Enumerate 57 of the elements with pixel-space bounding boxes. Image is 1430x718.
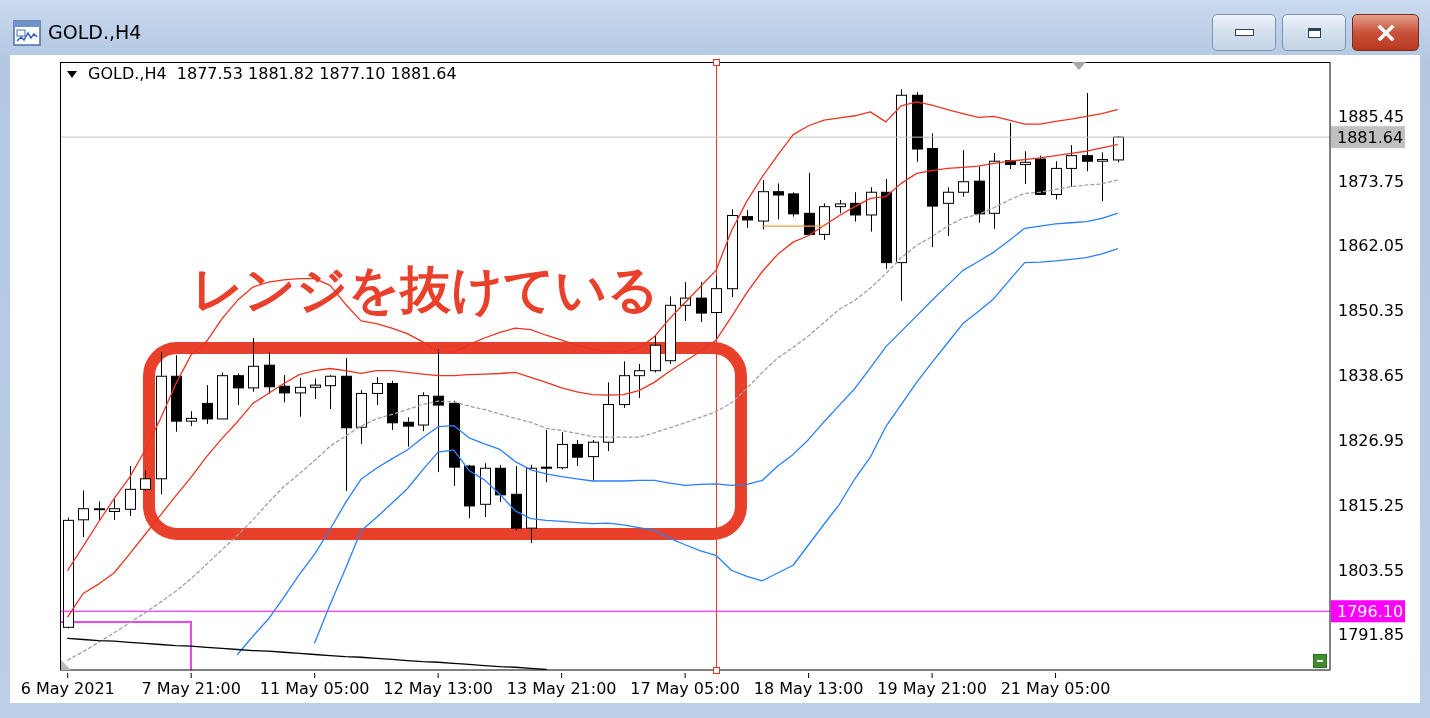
ref-line-label: 1881.64 [1337, 127, 1404, 147]
candlestick [866, 186, 877, 233]
candlestick [541, 429, 552, 483]
candlestick [310, 377, 321, 400]
y-tick-label: 1803.55 [1338, 560, 1405, 580]
candlestick [1113, 135, 1124, 163]
candlestick [773, 182, 784, 220]
candlestick [1082, 92, 1093, 172]
x-tick-label: 11 May 05:00 [259, 679, 370, 699]
candlestick [696, 281, 707, 323]
candlestick [433, 348, 444, 473]
y-tick-label: 1838.65 [1338, 366, 1405, 386]
x-tick-label: 18 May 13:00 [753, 679, 864, 699]
y-tick-label: 1791.85 [1338, 625, 1405, 645]
line-series [67, 101, 1118, 571]
candlestick [958, 149, 969, 198]
candlestick [233, 372, 244, 406]
candlestick [788, 191, 799, 218]
chart-subtitle: GOLD.,H4 1877.53 1881.82 1877.10 1881.64 [88, 64, 457, 83]
y-tick-label: 1826.95 [1338, 430, 1405, 450]
candlestick [295, 377, 306, 418]
candlestick [264, 351, 275, 395]
candlestick [325, 374, 336, 410]
y-tick-label: 1862.05 [1338, 236, 1405, 256]
y-tick-label: 1885.45 [1338, 106, 1405, 126]
candlestick [634, 363, 645, 399]
candlestick [94, 501, 105, 521]
x-tick-label: 13 May 21:00 [506, 679, 617, 699]
candlestick [202, 384, 213, 425]
candlestick [109, 498, 120, 521]
candlestick [1066, 144, 1077, 188]
candlestick [943, 186, 954, 237]
x-tick-label: 21 May 05:00 [1000, 679, 1111, 699]
candlestick [572, 439, 583, 467]
candlestick [78, 489, 89, 538]
x-tick-label: 12 May 13:00 [383, 679, 494, 699]
candlestick [711, 275, 722, 341]
candlestick [1020, 150, 1031, 185]
y-tick-label: 1850.35 [1338, 301, 1405, 321]
candlestick [557, 431, 568, 470]
y-tick-label: 1873.75 [1338, 171, 1405, 191]
x-tick-label: 6 May 2021 [20, 679, 115, 699]
candlestick [372, 376, 383, 406]
candlestick [248, 337, 259, 393]
candlestick [403, 416, 414, 448]
y-tick-label: 1815.25 [1338, 495, 1405, 515]
candlestick [125, 465, 136, 517]
line-series [67, 143, 1118, 618]
candlestick [1097, 151, 1108, 202]
x-tick-label: 19 May 21:00 [877, 679, 987, 699]
x-tick-label: 17 May 05:00 [630, 679, 740, 699]
chart-title: GOLD.,H4 [48, 21, 142, 43]
ref-line-label: 1796.10 [1337, 602, 1404, 622]
candlestick [850, 191, 861, 223]
candlestick [588, 439, 599, 481]
x-tick-label: 7 May 21:00 [141, 679, 241, 699]
candlestick [279, 374, 290, 403]
